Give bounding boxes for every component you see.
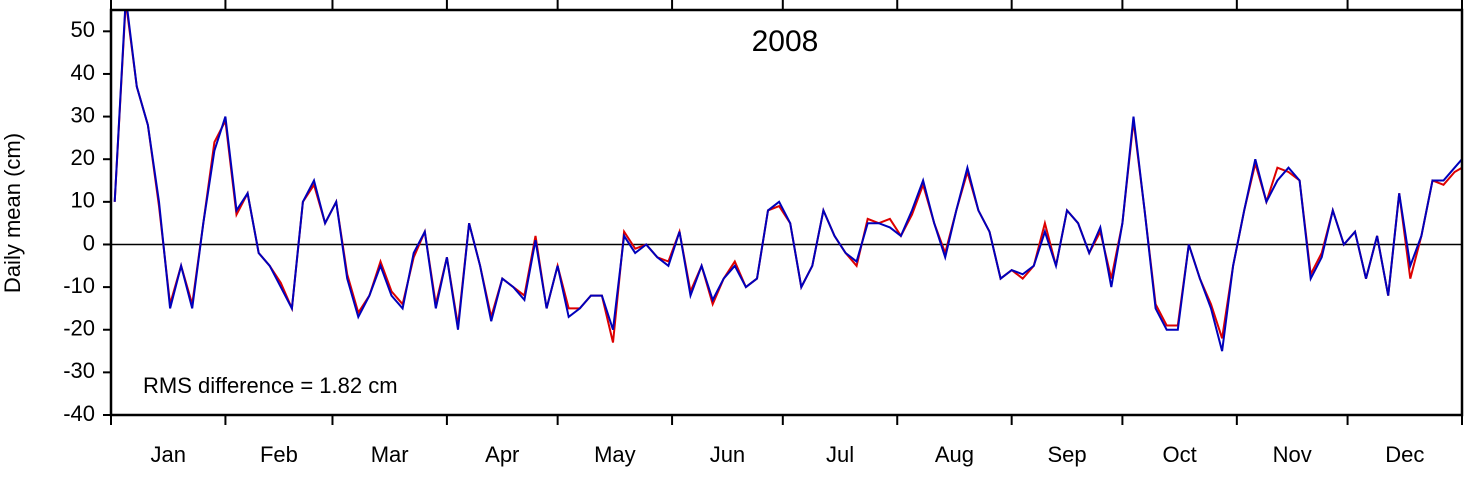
x-tick-label: Sep bbox=[1047, 442, 1086, 467]
y-tick-label: -40 bbox=[63, 401, 95, 426]
y-tick-label: -20 bbox=[63, 316, 95, 341]
y-axis-label: Daily mean (cm) bbox=[0, 133, 25, 293]
y-tick-label: 20 bbox=[71, 145, 95, 170]
x-tick-label: Feb bbox=[260, 442, 298, 467]
x-tick-label: Oct bbox=[1163, 442, 1197, 467]
series-line bbox=[113, 10, 1462, 352]
x-tick-label: Dec bbox=[1385, 442, 1424, 467]
annotation: RMS difference = 1.82 cm bbox=[143, 373, 398, 398]
y-tick-label: -30 bbox=[63, 358, 95, 383]
x-tick-label: Aug bbox=[935, 442, 974, 467]
y-tick-label: -10 bbox=[63, 273, 95, 298]
x-tick-label: Jun bbox=[710, 442, 745, 467]
y-tick-label: 10 bbox=[71, 188, 95, 213]
y-tick-label: 0 bbox=[83, 230, 95, 255]
x-tick-label: Apr bbox=[485, 442, 519, 467]
x-tick-label: Jul bbox=[826, 442, 854, 467]
x-tick-label: Nov bbox=[1273, 442, 1312, 467]
x-tick-label: Mar bbox=[371, 442, 409, 467]
chart-title: 2008 bbox=[752, 25, 819, 58]
y-tick-label: 50 bbox=[71, 17, 95, 42]
x-tick-label: May bbox=[594, 442, 636, 467]
y-tick-label: 30 bbox=[71, 102, 95, 127]
x-tick-label: Jan bbox=[150, 442, 185, 467]
y-tick-label: 40 bbox=[71, 60, 95, 85]
plot-frame bbox=[109, 8, 1464, 417]
